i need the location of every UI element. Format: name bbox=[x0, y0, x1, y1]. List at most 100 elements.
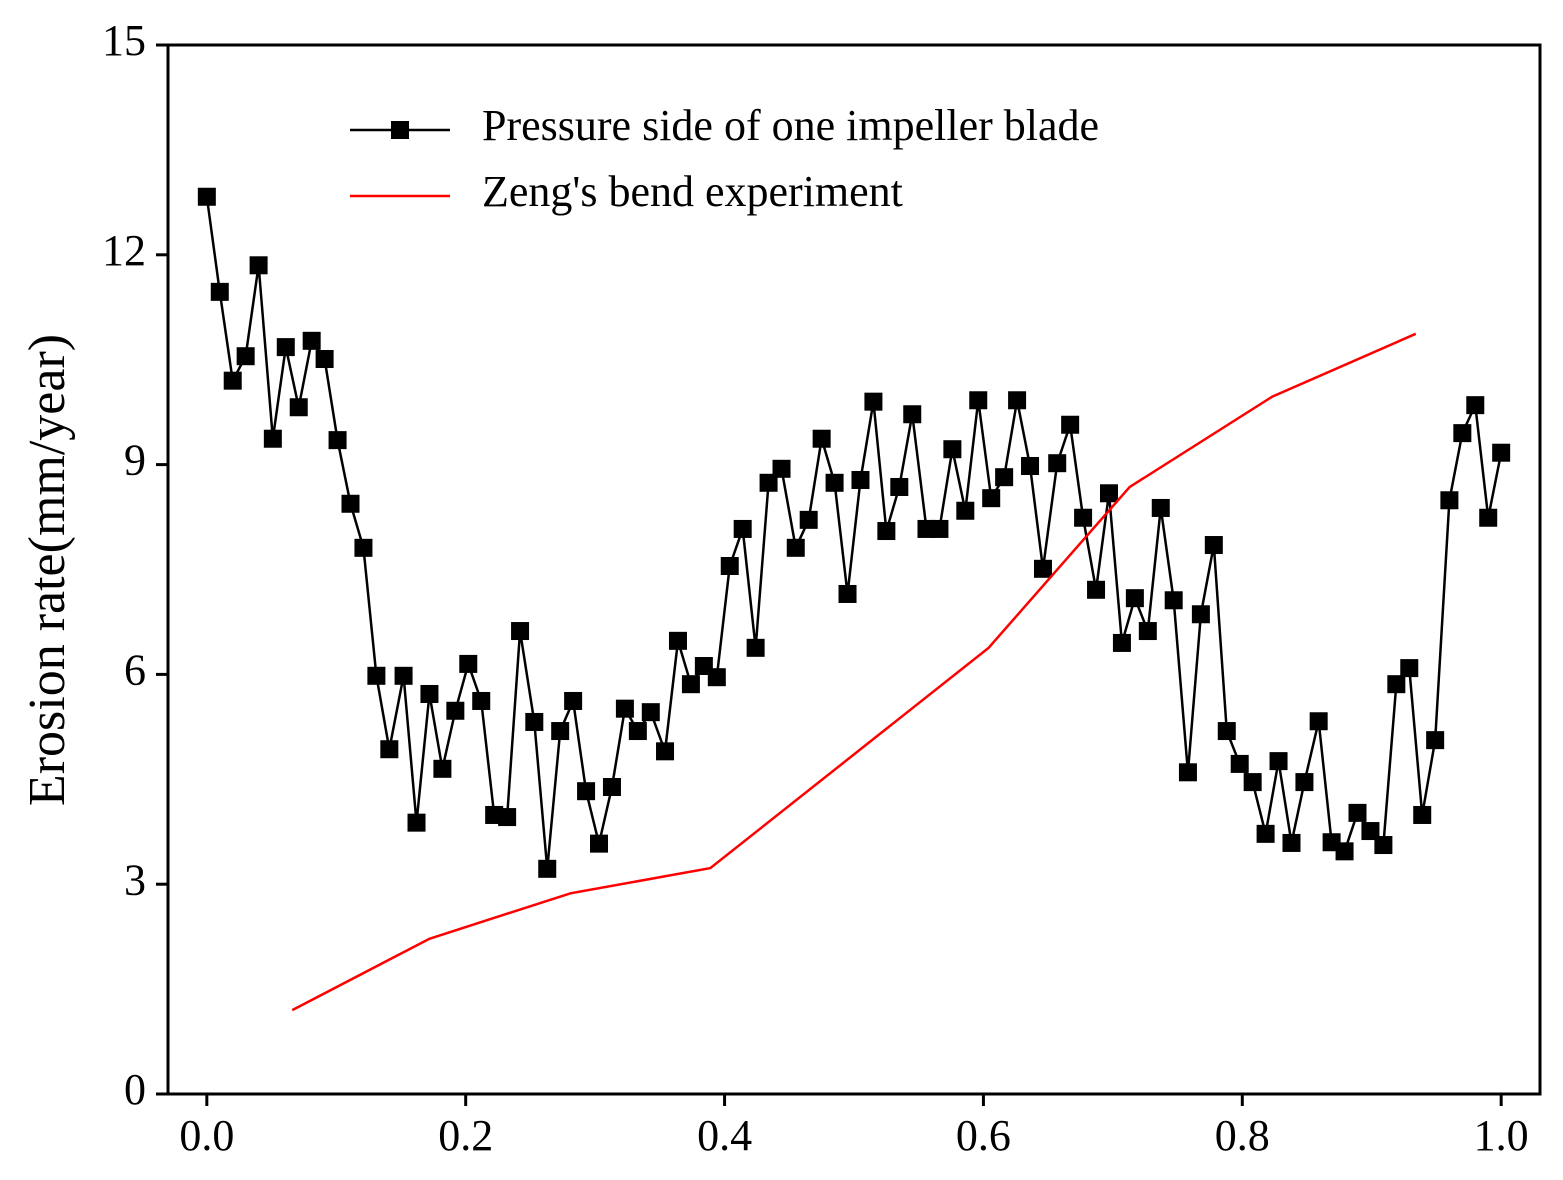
y-tick-label: 12 bbox=[102, 226, 146, 275]
marker bbox=[223, 371, 242, 390]
marker bbox=[525, 712, 544, 731]
marker bbox=[289, 398, 308, 417]
marker bbox=[1138, 622, 1157, 641]
marker bbox=[1230, 754, 1249, 773]
legend-marker bbox=[391, 121, 409, 139]
marker bbox=[328, 431, 347, 450]
marker bbox=[956, 501, 975, 520]
marker bbox=[733, 519, 752, 538]
legend-label: Zeng's bend experiment bbox=[482, 167, 903, 216]
marker bbox=[236, 347, 255, 366]
marker bbox=[1217, 722, 1236, 741]
marker bbox=[577, 782, 596, 801]
marker bbox=[877, 522, 896, 541]
marker bbox=[210, 282, 229, 301]
marker bbox=[1453, 424, 1472, 443]
marker bbox=[1008, 391, 1027, 410]
marker bbox=[1125, 589, 1144, 608]
y-axis-label: Erosion rate(mm/year) bbox=[19, 334, 76, 806]
marker bbox=[838, 584, 857, 603]
marker bbox=[590, 834, 609, 853]
marker bbox=[1033, 559, 1052, 578]
marker bbox=[759, 473, 778, 492]
y-tick-label: 3 bbox=[124, 855, 146, 904]
marker bbox=[786, 538, 805, 557]
marker bbox=[930, 519, 949, 538]
marker bbox=[394, 666, 413, 685]
marker bbox=[1048, 454, 1067, 473]
marker bbox=[459, 654, 478, 673]
marker bbox=[995, 468, 1014, 487]
marker bbox=[498, 808, 517, 827]
marker bbox=[1335, 842, 1354, 861]
marker bbox=[615, 699, 634, 718]
marker bbox=[1151, 498, 1170, 517]
marker bbox=[1348, 803, 1367, 822]
marker bbox=[1466, 396, 1485, 415]
marker bbox=[943, 440, 962, 459]
x-tick-label: 0.2 bbox=[438, 1111, 493, 1160]
marker bbox=[799, 510, 818, 529]
marker bbox=[1099, 484, 1118, 503]
series-line bbox=[291, 332, 1417, 1012]
marker bbox=[1295, 773, 1314, 792]
marker bbox=[407, 813, 426, 832]
marker bbox=[1309, 712, 1328, 731]
marker bbox=[433, 759, 452, 778]
x-tick-label: 1.0 bbox=[1474, 1111, 1529, 1160]
x-tick-label: 0.8 bbox=[1215, 1111, 1270, 1160]
marker bbox=[341, 494, 360, 513]
marker bbox=[1374, 836, 1393, 855]
marker bbox=[1387, 675, 1406, 694]
marker bbox=[511, 622, 530, 641]
marker bbox=[1492, 443, 1511, 462]
marker bbox=[276, 338, 295, 357]
marker bbox=[197, 187, 216, 206]
x-tick-label: 0.0 bbox=[179, 1111, 234, 1160]
marker bbox=[420, 684, 439, 703]
marker bbox=[551, 722, 570, 741]
marker bbox=[315, 350, 334, 369]
marker bbox=[720, 557, 739, 576]
marker bbox=[825, 473, 844, 492]
marker bbox=[668, 631, 687, 650]
marker bbox=[681, 675, 700, 694]
marker bbox=[641, 703, 660, 722]
marker bbox=[1440, 491, 1459, 510]
marker bbox=[367, 666, 386, 685]
marker bbox=[302, 331, 321, 350]
marker bbox=[472, 691, 491, 710]
marker bbox=[1269, 752, 1288, 771]
marker bbox=[903, 405, 922, 424]
y-tick-label: 0 bbox=[124, 1065, 146, 1114]
marker bbox=[746, 638, 765, 657]
marker bbox=[1413, 805, 1432, 824]
marker bbox=[1112, 633, 1131, 652]
series-line bbox=[205, 196, 1503, 869]
marker bbox=[864, 392, 883, 411]
marker bbox=[564, 691, 583, 710]
marker bbox=[1400, 659, 1419, 678]
y-tick-label: 6 bbox=[124, 645, 146, 694]
marker bbox=[1361, 822, 1380, 841]
marker bbox=[602, 777, 621, 796]
x-tick-label: 0.6 bbox=[956, 1111, 1011, 1160]
marker bbox=[969, 391, 988, 410]
marker bbox=[1061, 415, 1080, 434]
marker bbox=[1479, 508, 1498, 527]
y-tick-label: 9 bbox=[124, 436, 146, 485]
marker bbox=[1256, 824, 1275, 843]
marker bbox=[1243, 773, 1262, 792]
marker bbox=[1426, 731, 1445, 750]
marker bbox=[772, 459, 791, 478]
marker bbox=[538, 859, 557, 878]
marker bbox=[890, 477, 909, 496]
marker bbox=[1164, 591, 1183, 610]
marker bbox=[1021, 456, 1040, 475]
marker bbox=[707, 668, 726, 687]
marker bbox=[1204, 536, 1223, 555]
marker bbox=[263, 429, 282, 448]
marker bbox=[851, 470, 870, 489]
marker bbox=[1074, 508, 1093, 527]
